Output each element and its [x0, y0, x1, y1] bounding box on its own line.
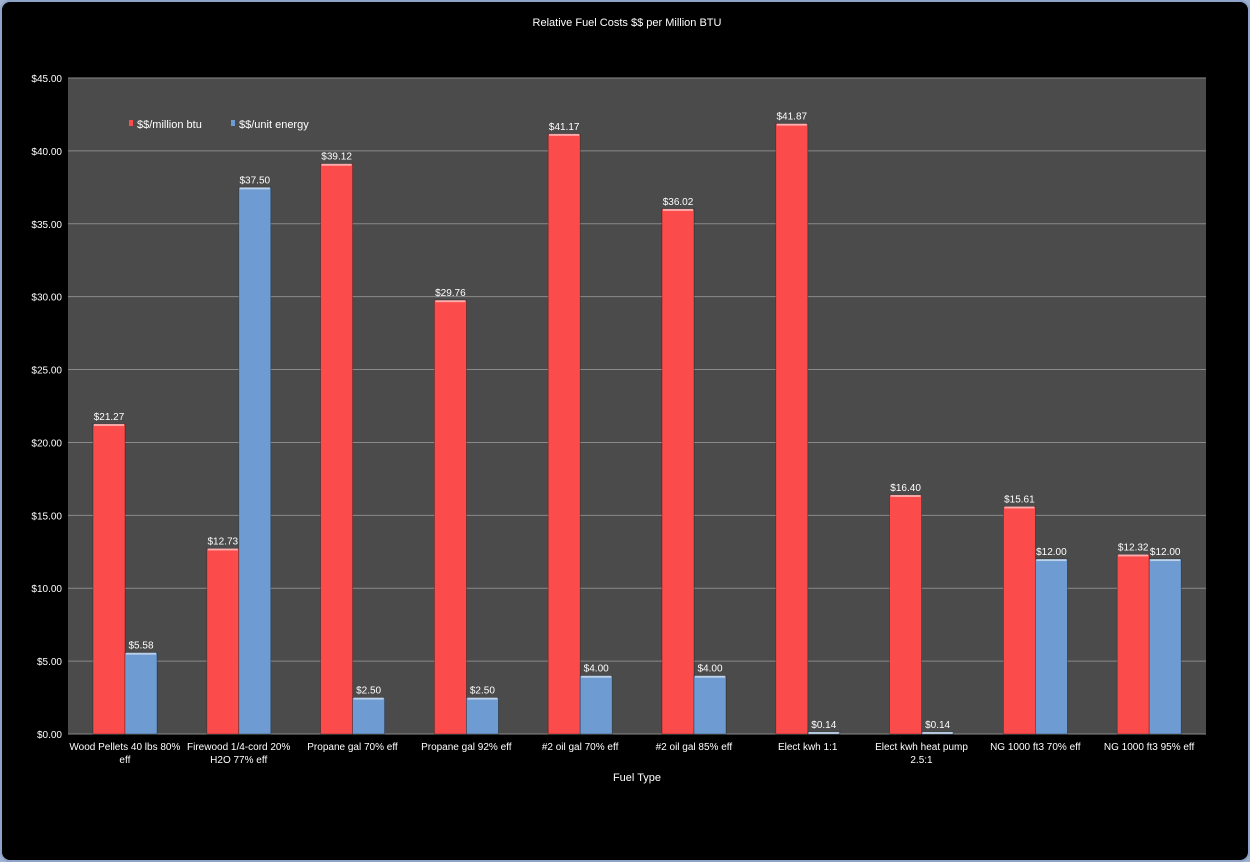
legend-label: $$/million btu	[137, 119, 202, 131]
x-tick-label: Wood Pellets 40 lbs 80% eff	[69, 742, 180, 766]
bar-value-label: $2.50	[356, 686, 381, 697]
x-tick-label: Propane gal 70% eff	[307, 742, 398, 753]
bar	[1148, 558, 1182, 735]
bar-highlight	[581, 675, 612, 678]
bar	[238, 186, 272, 735]
bar-highlight	[353, 697, 384, 700]
bar-highlight	[695, 675, 725, 678]
x-tick-label: #2 oil gal 85% eff	[656, 742, 733, 753]
y-tick-label: $0.00	[37, 730, 62, 741]
bar	[1003, 506, 1036, 735]
bar	[889, 494, 922, 735]
bar	[433, 299, 467, 735]
bar-highlight	[922, 731, 953, 734]
bar	[465, 697, 499, 735]
bar-value-label: $16.40	[890, 483, 921, 494]
bar-highlight	[776, 123, 807, 126]
bar-highlight	[126, 652, 156, 655]
legend-swatch	[231, 120, 235, 126]
y-tick-label: $15.00	[31, 511, 62, 522]
bar-value-label: $12.00	[1036, 547, 1067, 558]
bar	[661, 208, 695, 735]
bar	[352, 697, 386, 735]
bar-highlight	[1036, 559, 1067, 562]
x-tick-label: NG 1000 ft3 70% eff	[990, 742, 1081, 753]
y-tick-label: $25.00	[31, 366, 62, 377]
chart-title: Relative Fuel Costs $$ per Million BTU	[533, 17, 722, 29]
bar-highlight	[1004, 506, 1035, 509]
bar-value-label: $41.17	[549, 122, 580, 133]
y-tick-label: $35.00	[31, 220, 62, 231]
y-tick-label: $40.00	[31, 147, 62, 158]
bar-value-label: $4.00	[584, 664, 609, 675]
x-tick-label: NG 1000 ft3 95% eff	[1104, 742, 1195, 753]
bar	[124, 652, 158, 735]
bar-value-label: $0.14	[811, 720, 836, 731]
bar-value-label: $21.27	[94, 412, 125, 423]
y-tick-label: $5.00	[37, 657, 62, 668]
bar	[547, 133, 581, 735]
y-tick-label: $30.00	[31, 293, 62, 304]
bar-value-label: $39.12	[321, 152, 352, 163]
bar-value-label: $37.50	[240, 175, 271, 186]
x-tick-label: Elect kwh heat pump 2.5:1	[875, 742, 968, 766]
y-tick-label: $20.00	[31, 438, 62, 449]
y-axis-ticks: $0.00 $5.00 $10.00 $15.00 $20.00 $25.00 $30.00…	[31, 74, 62, 741]
x-tick-label: Firewood 1/4-cord 20% H2O 77% eff	[187, 742, 290, 766]
bar	[775, 123, 809, 735]
bar-highlight	[890, 494, 921, 497]
bar-highlight	[239, 187, 270, 190]
y-tick-label: $45.00	[31, 74, 62, 85]
x-axis-ticks: Wood Pellets 40 lbs 80% eff Firewood 1/4-c…	[69, 742, 1194, 766]
x-tick-label: Elect kwh 1:1	[778, 742, 838, 753]
bar-highlight	[663, 208, 693, 211]
y-tick-label: $10.00	[31, 584, 62, 595]
data-labels: $21.27 $5.58 $12.73 $37.50 $39.12 $2.50 $29.76…	[94, 112, 1181, 731]
legend: $$/million btu $$/unit energy	[129, 119, 309, 131]
bar-highlight	[207, 548, 238, 551]
bar	[1116, 554, 1150, 735]
x-axis-title: Fuel Type	[613, 772, 661, 784]
bar-highlight	[435, 300, 466, 303]
bar-value-label: $15.61	[1004, 494, 1035, 505]
bar-value-label: $12.00	[1150, 547, 1181, 558]
bar-value-label: $12.32	[1118, 542, 1149, 553]
bar	[92, 423, 126, 735]
bar-value-label: $5.58	[128, 641, 153, 652]
bar-value-label: $4.00	[697, 664, 722, 675]
bar-highlight	[808, 731, 839, 734]
bar	[1035, 558, 1068, 735]
bar	[579, 675, 613, 735]
bar-highlight	[94, 423, 124, 426]
legend-label: $$/unit energy	[239, 119, 309, 131]
bar	[320, 163, 354, 735]
bar-value-label: $12.73	[208, 536, 239, 547]
x-tick-label: Propane gal 92% eff	[421, 742, 512, 753]
bar-highlight	[549, 133, 580, 136]
bar	[206, 548, 240, 735]
bar-value-label: $29.76	[435, 288, 466, 299]
bar-value-label: $0.14	[925, 720, 950, 731]
bar	[693, 675, 727, 735]
bar-highlight	[321, 163, 352, 166]
bar-highlight	[467, 697, 498, 700]
bar-value-label: $41.87	[777, 112, 808, 123]
x-tick-label: #2 oil gal 70% eff	[542, 742, 619, 753]
bar-value-label: $2.50	[470, 686, 495, 697]
bar-value-label: $36.02	[663, 197, 694, 208]
bars	[92, 123, 1182, 735]
bar-highlight	[1150, 559, 1181, 562]
legend-swatch	[129, 120, 133, 126]
bar-highlight	[1118, 554, 1149, 557]
